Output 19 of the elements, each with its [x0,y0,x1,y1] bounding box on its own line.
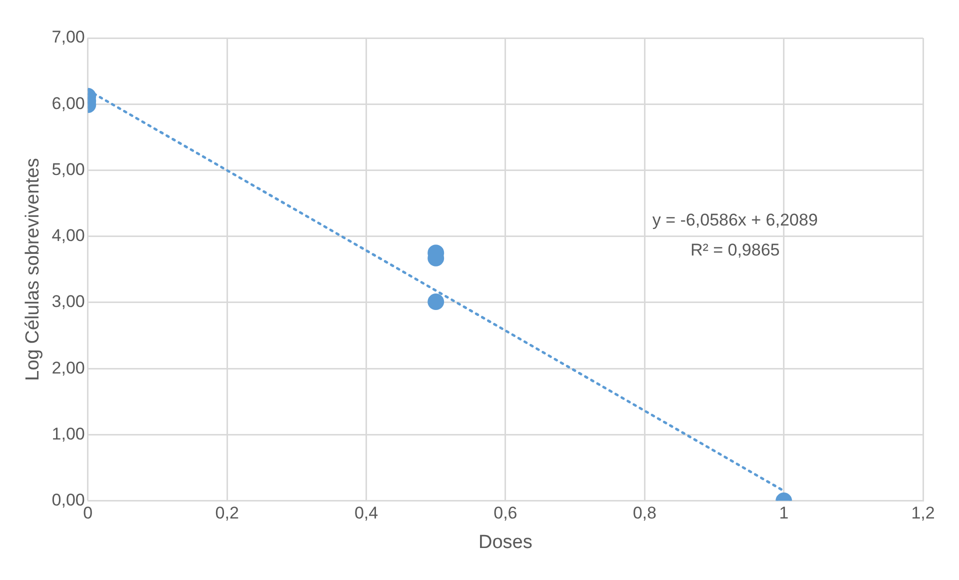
x-tick-label: 1 [779,504,789,523]
y-tick-label: 6,00 [52,94,85,113]
y-axis-title: Log Células sobreviventes [22,158,44,381]
y-tick-label: 7,00 [52,28,85,47]
x-tick-label: 0,4 [354,504,378,523]
x-tick-label: 0,6 [494,504,518,523]
annotation: R² = 0,9865 [690,240,780,260]
y-tick-label: 5,00 [52,160,85,179]
x-tick-label: 1,2 [911,504,935,523]
y-tick-label: 0,00 [52,490,85,510]
y-tick-label: 4,00 [52,226,85,246]
x-axis-title: Doses [478,532,532,553]
y-tick-label: 1,00 [52,424,85,444]
x-tick-label: 0,2 [215,504,239,523]
x-tick-label: 0 [83,504,93,523]
x-tick-label: 0,8 [632,504,656,523]
y-tick-label: 2,00 [52,358,85,378]
annotation: y = -6,0586x + 6,2089 [652,210,818,230]
y-tick-label: 3,00 [52,292,85,312]
